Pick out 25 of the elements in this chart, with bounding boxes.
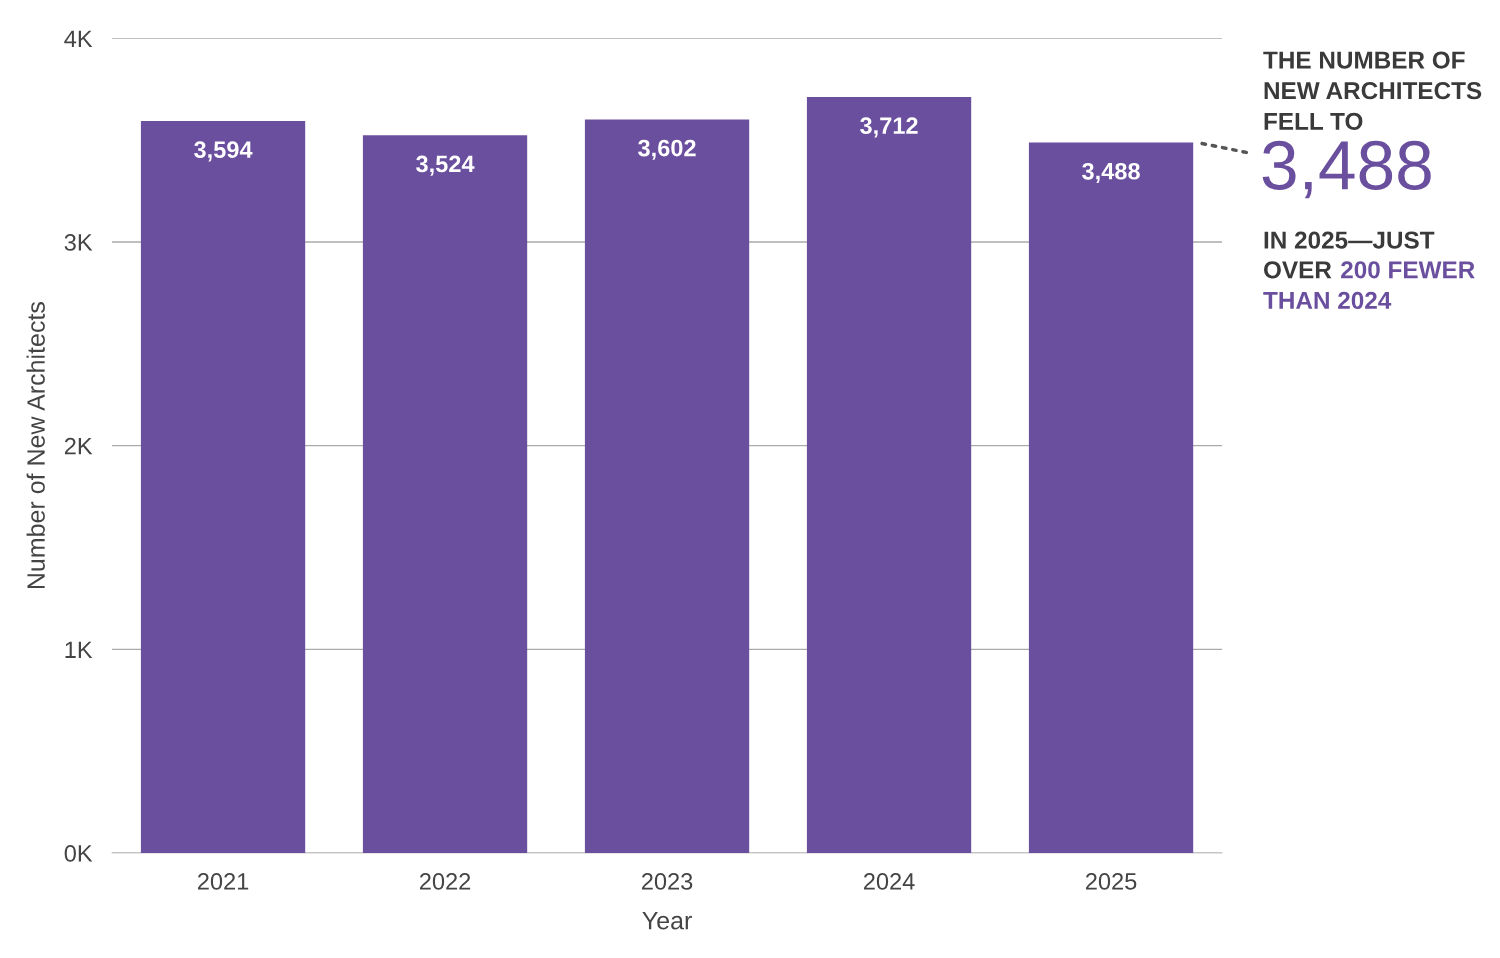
y-tick-label: 3K <box>64 234 93 251</box>
y-tick-label: 2K <box>64 437 93 455</box>
text: IN 2025—JUST <box>1264 231 1435 249</box>
y-tick-label: 1K <box>65 641 93 658</box>
x-tick-label: 2024 <box>863 873 915 890</box>
text: THAN 2024 <box>1263 291 1392 310</box>
data-label: 3,602 <box>638 139 696 160</box>
x-tick-label: 2025 <box>1085 873 1137 890</box>
text: FELL TO <box>1264 112 1363 130</box>
text: NEW ARCHITECTS <box>1264 82 1482 100</box>
data-label: 3,594 <box>194 141 253 162</box>
y-tick-label: 0K <box>64 845 93 862</box>
data-label: 3,488 <box>1082 162 1140 184</box>
x-tick-label: 2023 <box>641 873 693 890</box>
text: THE NUMBER OF <box>1263 51 1465 69</box>
text: 200 FEWER <box>1341 261 1475 279</box>
y-axis-title: Number of New Architects <box>26 302 45 589</box>
annotation: 3,488 <box>1262 140 1431 199</box>
text: OVER <box>1264 261 1332 279</box>
y-tick-label: 4K <box>64 30 93 47</box>
x-tick-label: 2021 <box>197 873 249 890</box>
x-axis-title: Year <box>642 912 692 930</box>
data-label: 3,712 <box>860 117 918 138</box>
data-label: 3,524 <box>416 155 475 176</box>
x-tick-label: 2022 <box>419 873 471 890</box>
